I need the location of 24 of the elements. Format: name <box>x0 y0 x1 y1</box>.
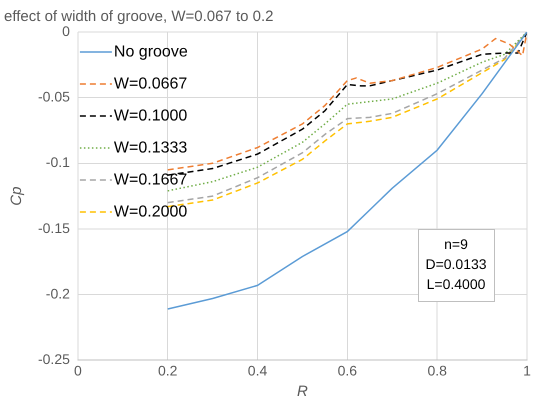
x-tick-label: 0.6 <box>338 362 358 378</box>
annotation: L=0.4000 <box>426 276 486 292</box>
legend-label: W=0.2000 <box>114 203 188 220</box>
annotation: D=0.0133 <box>425 256 487 272</box>
y-tick-label: -0.25 <box>38 351 70 368</box>
x-tick-label: 0.4 <box>248 362 268 378</box>
x-axis-title: R <box>297 383 308 400</box>
legend-label: W=0.1667 <box>114 171 188 188</box>
x-tick-label: 0 <box>74 362 82 378</box>
x-tick-label: 0.2 <box>158 362 178 378</box>
y-tick-label: -0.1 <box>46 154 70 170</box>
y-tick-label: -0.15 <box>38 220 70 236</box>
x-tick-label: 1 <box>523 362 532 378</box>
x-tick-label: 0.8 <box>427 362 448 378</box>
y-tick-label: 0 <box>62 22 70 39</box>
y-axis-title: Cp <box>8 186 26 206</box>
y-tick-label: -0.2 <box>46 285 70 302</box>
chart-title: effect of width of groove, W=0.067 to 0.2 <box>4 8 274 26</box>
legend-label: W=0.0667 <box>114 75 188 92</box>
y-tick-label: -0.05 <box>38 88 70 104</box>
legend-label: W=0.1333 <box>114 139 188 156</box>
annotation: n=9 <box>444 236 468 252</box>
legend-label: W=0.1000 <box>114 107 188 124</box>
legend-label: No groove <box>114 43 188 60</box>
